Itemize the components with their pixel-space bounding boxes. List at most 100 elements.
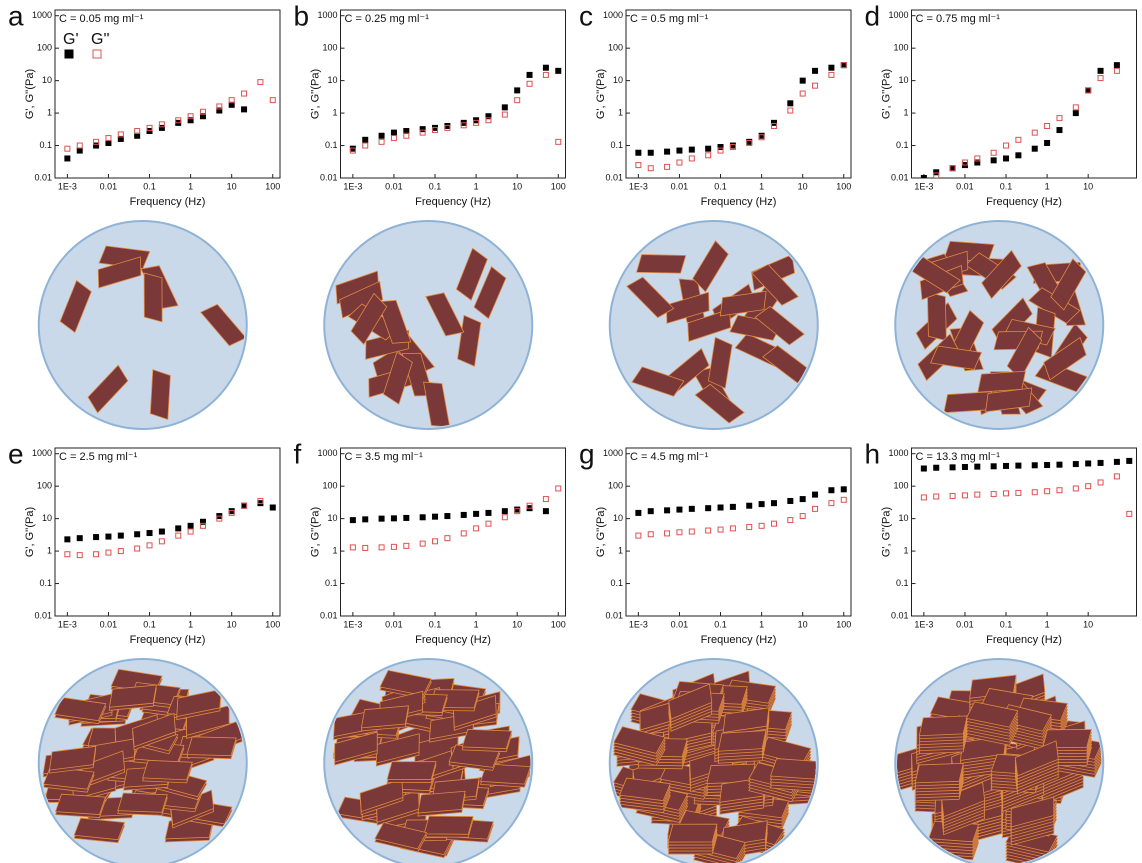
chart-title: C = 0.75 mg ml⁻¹ — [916, 13, 1001, 25]
data-point — [1031, 129, 1038, 136]
data-point — [419, 540, 426, 547]
data-point — [770, 123, 777, 130]
data-point — [501, 104, 508, 111]
data-point — [514, 506, 521, 513]
data-point — [349, 145, 356, 152]
flake — [149, 369, 171, 420]
data-point — [1113, 67, 1120, 74]
y-tick-label: 1000 — [603, 448, 623, 458]
y-tick-label: 0.01 — [605, 610, 623, 620]
flake — [929, 345, 983, 370]
data-point — [676, 506, 683, 513]
y-tick-label: 0.1 — [325, 578, 338, 588]
data-point — [635, 162, 642, 169]
data-point — [432, 127, 439, 134]
data-point — [514, 97, 521, 104]
data-point — [117, 131, 124, 138]
x-tick-label: 1 — [759, 181, 764, 191]
x-tick-label: 100 — [265, 181, 280, 191]
plot-frame — [340, 9, 566, 179]
flake — [374, 822, 428, 850]
data-point — [717, 504, 724, 511]
y-tick-label: 10 — [613, 513, 623, 523]
x-tick-label: 100 — [551, 181, 566, 191]
y-axis-label: G', G''(Pa) — [24, 69, 36, 119]
data-point — [635, 509, 642, 516]
y-tick-label: 0.1 — [610, 140, 623, 150]
x-axis-label: Frequency (Hz) — [701, 196, 777, 208]
flake — [1050, 258, 1087, 311]
flake — [717, 730, 767, 752]
data-point — [349, 147, 356, 154]
data-point — [134, 545, 141, 552]
y-tick-label: 1000 — [317, 448, 337, 458]
data-point — [1003, 490, 1010, 497]
data-point — [949, 464, 956, 471]
data-point — [228, 97, 235, 104]
data-point — [840, 62, 847, 69]
data-point — [1031, 489, 1038, 496]
data-point — [828, 64, 835, 71]
data-point — [76, 552, 83, 559]
flake — [769, 758, 816, 780]
flakes — [42, 668, 243, 844]
flake — [350, 292, 388, 346]
flake — [48, 745, 97, 771]
y-tick-label: 1 — [903, 545, 908, 555]
data-point — [460, 530, 467, 537]
flake — [59, 279, 92, 334]
x-axis-label: Frequency (Hz) — [130, 196, 206, 208]
data-point — [241, 502, 248, 509]
data-point — [216, 103, 223, 110]
data-point — [1003, 142, 1010, 149]
data-point — [974, 155, 981, 162]
data-point — [257, 497, 264, 504]
data-point — [812, 505, 819, 512]
data-point — [1097, 479, 1104, 486]
data-point — [117, 532, 124, 539]
panel-letter: g — [579, 438, 595, 469]
flake — [108, 684, 157, 708]
illustration-circle — [37, 220, 248, 430]
panel-letter: h — [865, 438, 881, 469]
flake — [457, 314, 482, 367]
data-point — [812, 491, 819, 498]
data-point — [840, 496, 847, 503]
flake — [981, 249, 1022, 300]
x-tick-label: 0.01 — [385, 181, 403, 191]
flake — [754, 305, 805, 346]
data-point — [1056, 115, 1063, 122]
y-tick-label: 10 — [42, 513, 52, 523]
data-point — [473, 525, 480, 532]
x-axis-label: Frequency (Hz) — [130, 634, 206, 646]
flake — [618, 777, 671, 802]
flake — [117, 792, 168, 813]
x-tick-label: 1E-3 — [914, 619, 933, 629]
x-tick-label: 1 — [474, 181, 479, 191]
data-point — [758, 132, 765, 139]
data-point — [134, 531, 141, 538]
data-point — [158, 121, 165, 128]
data-point — [158, 538, 165, 545]
data-point — [117, 548, 124, 555]
y-tick-label: 0.01 — [320, 610, 338, 620]
flake — [1006, 326, 1043, 380]
data-point — [444, 124, 451, 131]
x-tick-label: 0.01 — [100, 181, 118, 191]
marks — [635, 62, 847, 172]
marks — [349, 485, 562, 551]
data-point — [514, 508, 521, 515]
y-tick-label: 1 — [618, 545, 623, 555]
y-tick-label: 0.01 — [891, 172, 909, 182]
y-tick-label: 1000 — [32, 10, 52, 20]
flake — [425, 292, 465, 337]
data-point — [647, 531, 654, 538]
data-point — [974, 491, 981, 498]
data-point — [647, 165, 654, 172]
y-tick-label: 100 — [37, 481, 52, 491]
flake — [965, 701, 1019, 728]
flake — [636, 254, 687, 274]
data-point — [199, 518, 206, 525]
data-point — [349, 517, 356, 524]
x-tick-label: 0.1 — [143, 619, 156, 629]
